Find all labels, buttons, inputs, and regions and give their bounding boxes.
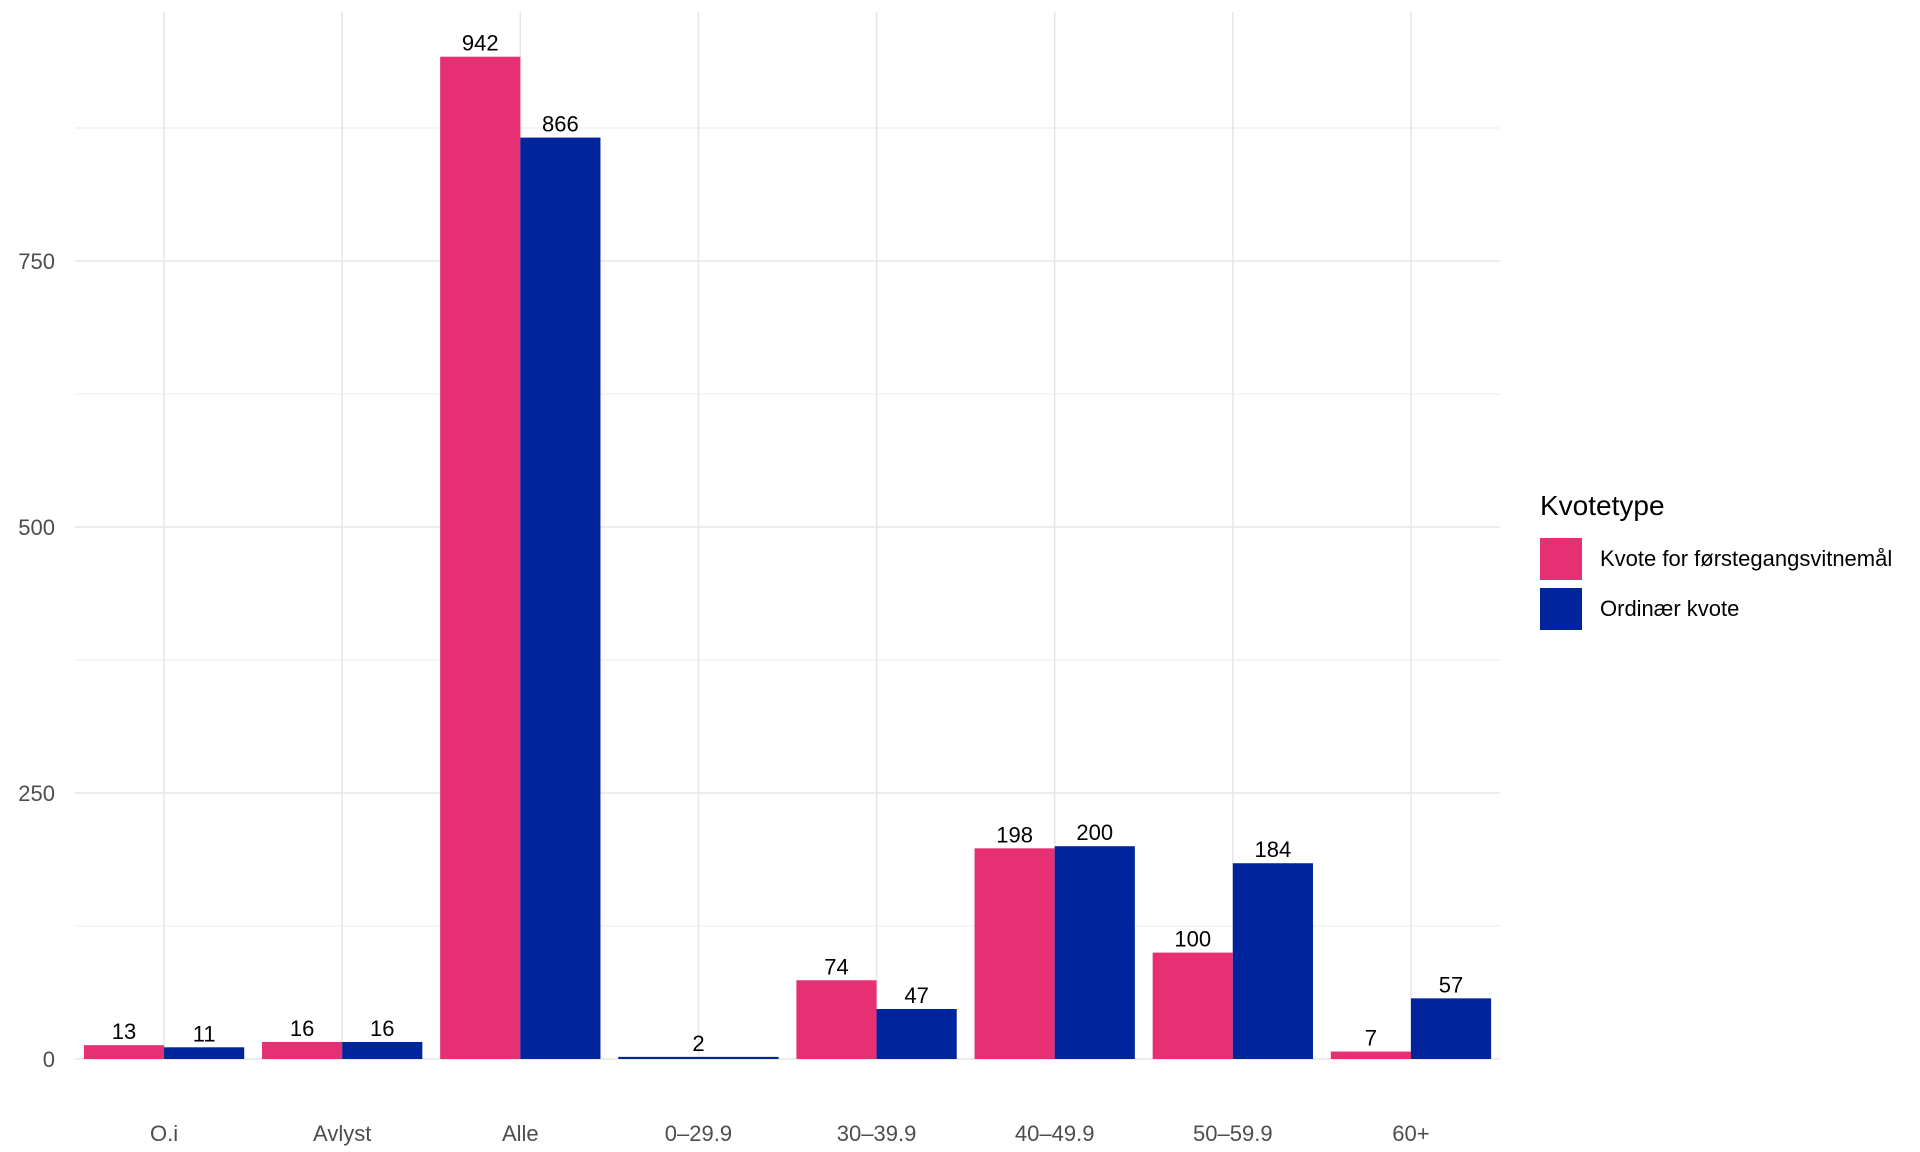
x-tick-label: 40–49.9 xyxy=(1015,1121,1095,1146)
bar-value-label: 74 xyxy=(824,954,848,979)
x-tick-label: 0–29.9 xyxy=(665,1121,732,1146)
y-tick-label: 0 xyxy=(43,1047,55,1072)
bar-ordinaer xyxy=(876,1008,957,1059)
x-tick-label: 30–39.9 xyxy=(837,1121,917,1146)
legend-label-series-2: Ordinær kvote xyxy=(1600,596,1740,621)
bar-ordinaer xyxy=(1054,846,1135,1059)
bar-forstegang xyxy=(83,1045,165,1059)
legend-swatch-series-2 xyxy=(1540,588,1582,630)
legend-label-series-1: Kvote for førstegangsvitnemål xyxy=(1600,546,1893,571)
x-tick-label: O.i xyxy=(150,1121,178,1146)
legend-item-series-1: Kvote for førstegangsvitnemål xyxy=(1540,534,1892,584)
bar-value-label: 47 xyxy=(904,983,928,1008)
bar-forstegang xyxy=(796,980,877,1059)
bar-value-label: 198 xyxy=(996,822,1033,847)
bar-forstegang xyxy=(440,56,521,1060)
x-tick-label: Avlyst xyxy=(313,1121,371,1146)
y-tick-label: 500 xyxy=(18,515,55,540)
bar-ordinaer xyxy=(1410,998,1492,1059)
bar-value-label: 2 xyxy=(692,1031,704,1056)
bar-value-label: 200 xyxy=(1076,820,1113,845)
bar-ordinaer xyxy=(164,1047,245,1059)
bar-value-label: 7 xyxy=(1365,1026,1377,1051)
x-tick-label: Alle xyxy=(502,1121,539,1146)
bar-value-label: 13 xyxy=(112,1019,136,1044)
bar-value-label: 16 xyxy=(290,1016,314,1041)
bar-value-label: 57 xyxy=(1439,972,1463,997)
bar-ordinaer xyxy=(520,137,601,1060)
legend-swatch-series-1 xyxy=(1540,538,1582,580)
bar-ordinaer xyxy=(342,1041,423,1059)
x-axis-tick-labels: O.i Avlyst Alle 0–29.9 30–39.9 40–49.9 50–59.9… xyxy=(150,1121,1430,1146)
legend-item-series-2: Ordinær kvote xyxy=(1540,584,1892,634)
y-tick-label: 250 xyxy=(18,781,55,806)
bar-forstegang xyxy=(974,848,1055,1059)
bar-forstegang xyxy=(1152,952,1233,1059)
y-axis-tick-labels: 0 250 500 750 xyxy=(18,249,55,1072)
x-tick-label: 60+ xyxy=(1392,1121,1429,1146)
bar-value-label: 942 xyxy=(462,31,499,56)
bar-value-label: 16 xyxy=(370,1016,394,1041)
x-tick-label: 50–59.9 xyxy=(1193,1121,1273,1146)
bar-forstegang xyxy=(1330,1051,1411,1059)
bar-value-label: 100 xyxy=(1174,927,1211,952)
legend-title: Kvotetype xyxy=(1540,490,1665,521)
y-tick-label: 750 xyxy=(18,249,55,274)
bar-value-label: 184 xyxy=(1255,837,1292,862)
bar-value-label: 866 xyxy=(542,112,579,137)
bar-value-labels: 13 11 16 16 942 866 2 74 47 198 200 100 184 7 57 xyxy=(112,31,1464,1056)
bar-forstegang xyxy=(262,1041,343,1059)
bar-ordinaer xyxy=(1232,863,1313,1059)
bar-value-label: 11 xyxy=(193,1021,216,1046)
bars xyxy=(83,56,1492,1060)
legend: Kvotetype Kvote for førstegangsvitnemål … xyxy=(1540,490,1892,634)
bar-ordinaer xyxy=(618,1056,779,1059)
